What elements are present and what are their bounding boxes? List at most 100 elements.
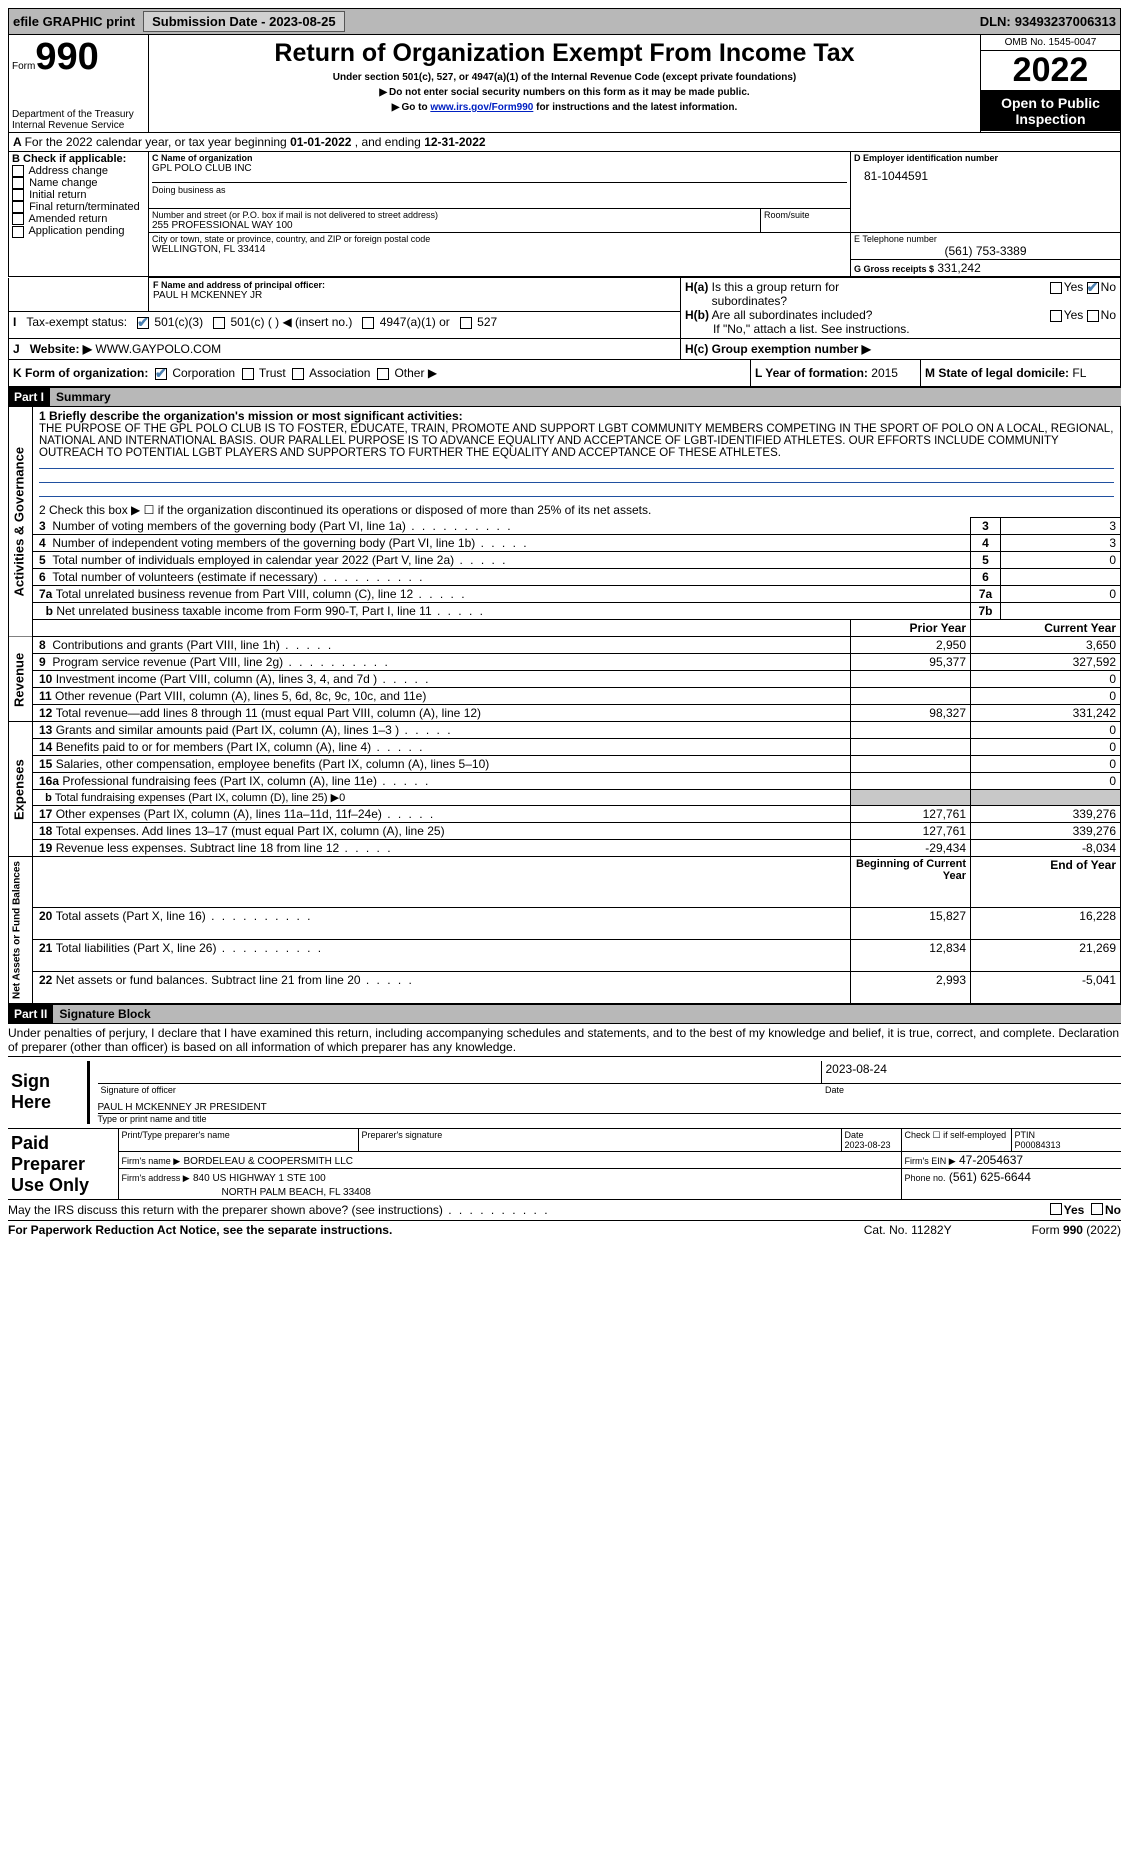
omb-number: OMB No. 1545-0047 [981,35,1120,51]
entity-block: B Check if applicable: Address change Na… [8,152,1121,277]
box-b-title: B Check if applicable: [12,153,145,165]
exp-18-curr: 339,276 [971,823,1121,840]
box-k-label: K Form of organization: [13,366,148,380]
chk-ha-yes[interactable] [1050,282,1062,294]
dba-label: Doing business as [152,185,847,195]
exp-14-prior [851,739,971,756]
opt-assoc: Association [309,366,370,380]
perjury-declaration: Under penalties of perjury, I declare th… [8,1024,1121,1057]
irs-link[interactable]: www.irs.gov/Form990 [430,102,533,113]
chk-final[interactable] [12,201,24,213]
opt-other: Other ▶ [394,366,437,380]
exp-16b-prior [851,790,971,806]
chk-trust[interactable] [242,368,254,380]
opt-initial: Initial return [29,189,86,201]
discuss-no: No [1105,1203,1121,1217]
chk-amended[interactable] [12,213,24,225]
gov-4-val: 3 [1001,535,1121,552]
exp-13-prior [851,722,971,739]
goto-suffix: for instructions and the latest informat… [533,102,737,113]
gov-7a-num: 7a [971,586,1001,603]
discuss-text: May the IRS discuss this return with the… [8,1203,550,1217]
room-label: Room/suite [761,209,851,233]
tax-year: 2022 [981,51,1120,91]
exp-19-curr: -8,034 [971,840,1121,857]
exp-15-text: Salaries, other compensation, employee b… [56,757,490,771]
side-revenue: Revenue [9,637,33,722]
exp-13-curr: 0 [971,722,1121,739]
goto-prefix: Go to [401,102,430,113]
dln-label: DLN: [980,14,1011,29]
opt-name: Name change [29,177,98,189]
exp-19-prior: -29,434 [851,840,971,857]
submission-date-btn[interactable]: Submission Date - 2023-08-25 [143,11,345,32]
chk-hb-yes[interactable] [1050,310,1062,322]
sig-date-val: 2023-08-24 [821,1061,1121,1083]
efile-top-bar: efile GRAPHIC print Submission Date - 20… [8,8,1121,35]
gov-4-text: Number of independent voting members of … [52,536,528,550]
dln-value: 93493237006313 [1015,14,1116,29]
chk-4947[interactable] [362,317,374,329]
opt-527: 527 [477,315,497,329]
chk-501c[interactable] [213,317,225,329]
rev-11-prior [851,688,971,705]
chk-discuss-no[interactable] [1091,1203,1103,1215]
gov-3-num: 3 [971,518,1001,535]
chk-501c3[interactable] [137,317,149,329]
gov-6-num: 6 [971,569,1001,586]
chk-corp[interactable] [155,368,167,380]
footer-row: For Paperwork Reduction Act Notice, see … [8,1221,1121,1237]
pp-check-label: Check ☐ if self-employed [901,1128,1011,1151]
chk-address-change[interactable] [12,165,24,177]
firm-addr-label: Firm's address ▶ [122,1173,190,1183]
col-prior: Prior Year [851,620,971,637]
klm-row: K Form of organization: Corporation Trus… [8,359,1121,387]
chk-discuss-yes[interactable] [1050,1203,1062,1215]
sig-date-label: Date [821,1083,1121,1096]
exp-19-text: Revenue less expenses. Subtract line 18 … [56,841,393,855]
form-subtitle: Under section 501(c), 527, or 4947(a)(1)… [159,72,970,83]
org-name: GPL POLO CLUB INC [152,163,847,174]
firm-ein: 47-2054637 [959,1153,1023,1167]
period-text-a: For the 2022 calendar year, or tax year … [25,135,291,149]
type-name-label: Type or print name and title [98,1114,1122,1124]
part2-head: Part II [8,1005,53,1023]
exp-18-prior: 127,761 [851,823,971,840]
rev-11-curr: 0 [971,688,1121,705]
rev-8-curr: 3,650 [971,637,1121,654]
exp-13-text: Grants and similar amounts paid (Part IX… [56,723,453,737]
footer-form: Form 990 (2022) [1032,1223,1121,1237]
gov-3-val: 3 [1001,518,1121,535]
pp-date-label: Date [845,1130,864,1140]
chk-ha-no[interactable] [1087,282,1099,294]
officer-name: PAUL H MCKENNEY JR [153,290,676,301]
website-value: WWW.GAYPOLO.COM [95,342,221,356]
rev-12-text: Total revenue—add lines 8 through 11 (mu… [56,706,481,720]
chk-initial[interactable] [12,189,24,201]
chk-app-pending[interactable] [12,226,24,238]
discuss-row: May the IRS discuss this return with the… [8,1200,1121,1221]
pra-notice: For Paperwork Reduction Act Notice, see … [8,1223,392,1237]
chk-hb-no[interactable] [1087,310,1099,322]
net-22-text: Net assets or fund balances. Subtract li… [56,973,414,987]
exp-18-text: Total expenses. Add lines 13–17 (must eq… [56,824,445,838]
period-begin: 01-01-2022 [290,135,351,149]
gross-receipts: 331,242 [937,261,980,275]
chk-other[interactable] [377,368,389,380]
period-text-b: , and ending [351,135,424,149]
part1-body: Activities & Governance 1 Briefly descri… [8,407,1121,1004]
chk-527[interactable] [460,317,472,329]
col-end: End of Year [971,857,1121,908]
org-address: 255 PROFESSIONAL WAY 100 [152,220,757,231]
box-e-label: E Telephone number [854,234,1117,244]
city-label: City or town, state or province, country… [152,234,847,244]
col-current: Current Year [971,620,1121,637]
gov-4-num: 4 [971,535,1001,552]
firm-name: BORDELEAU & COOPERSMITH LLC [184,1156,353,1167]
discuss-yes: Yes [1064,1203,1085,1217]
chk-name-change[interactable] [12,177,24,189]
period-end: 12-31-2022 [424,135,485,149]
gov-7b-text: Net unrelated business taxable income fr… [56,604,485,618]
chk-assoc[interactable] [292,368,304,380]
mission-text: THE PURPOSE OF THE GPL POLO CLUB IS TO F… [39,423,1114,459]
